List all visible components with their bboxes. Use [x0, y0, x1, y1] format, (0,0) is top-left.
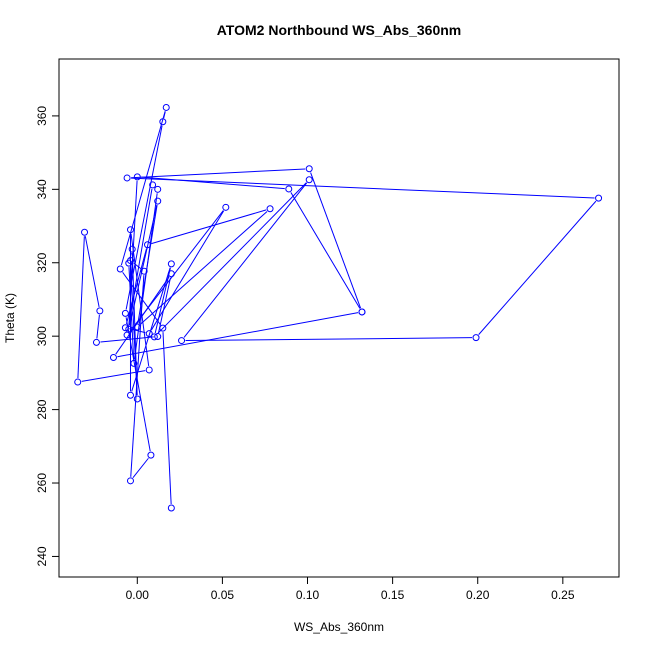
x-tick-label: 0.10: [296, 588, 320, 602]
series-segment: [156, 182, 307, 335]
series-segment: [129, 204, 158, 326]
series-segment: [158, 277, 171, 333]
data-point: [74, 378, 82, 386]
series-segment: [151, 209, 267, 245]
series-segment: [478, 200, 597, 335]
y-tick-label: 240: [35, 546, 49, 566]
series-segment: [117, 312, 359, 358]
data-point: [358, 308, 366, 316]
y-tick-label: 300: [35, 326, 49, 346]
series-segment: [115, 276, 170, 355]
data-point: [109, 353, 117, 361]
series-segment: [132, 457, 149, 478]
chart-title: ATOM2 Northbound WS_Abs_360nm: [217, 22, 462, 38]
data-point: [126, 226, 134, 234]
series-segment: [290, 192, 361, 309]
data-point: [266, 205, 274, 213]
series-segment: [84, 236, 100, 308]
data-point: [92, 338, 100, 346]
data-point: [149, 181, 157, 189]
y-tick-label: 340: [35, 179, 49, 199]
series-segment: [77, 236, 85, 379]
data-point: [150, 333, 158, 341]
data-point: [125, 325, 133, 333]
data-point: [121, 324, 129, 332]
series-segment: [127, 188, 153, 332]
x-tick-label: 0.05: [211, 588, 235, 602]
series-segment: [183, 182, 308, 338]
data-point: [96, 307, 104, 315]
series-segment: [120, 111, 166, 266]
series-segment: [131, 177, 595, 199]
series-segment: [128, 267, 135, 360]
data-point: [305, 165, 313, 173]
data-point: [472, 334, 480, 342]
series-segment: [131, 168, 306, 179]
data-point: [116, 265, 124, 273]
data-point: [167, 270, 175, 278]
plot-frame: [58, 58, 620, 578]
data-point: [159, 324, 167, 332]
data-point: [126, 391, 134, 399]
data-point: [133, 173, 141, 181]
series-segment: [125, 125, 163, 310]
data-point: [133, 395, 141, 403]
x-axis: 0.00 0.05 0.10 0.15 0.20 0.25: [126, 576, 575, 602]
x-tick-label: 0.00: [126, 588, 150, 602]
data-point: [159, 118, 167, 126]
series-segment: [163, 111, 166, 119]
data-point: [145, 366, 153, 374]
series-segment: [130, 233, 150, 367]
x-tick-label: 0.25: [551, 588, 575, 602]
series-segment: [150, 210, 225, 331]
data-point: [162, 103, 170, 111]
data-point: [167, 260, 175, 268]
series-segment: [185, 337, 473, 342]
series-segment: [310, 172, 362, 309]
y-axis: 240 260 280 300 320 340 360: [35, 106, 60, 566]
data-point: [81, 228, 89, 236]
data-point: [145, 330, 153, 338]
series-segment: [81, 370, 146, 382]
series-segment: [162, 332, 172, 505]
data-series: [74, 103, 603, 512]
data-point: [154, 333, 162, 341]
data-point: [178, 337, 186, 345]
data-point: [126, 477, 134, 485]
data-point: [305, 176, 313, 184]
x-tick-label: 0.20: [466, 588, 490, 602]
y-tick-label: 260: [35, 473, 49, 493]
data-point: [595, 194, 603, 202]
data-point: [140, 267, 148, 275]
y-tick-label: 280: [35, 399, 49, 419]
data-point: [123, 174, 131, 182]
data-point: [285, 185, 293, 193]
data-point: [154, 197, 162, 205]
data-point: [154, 185, 162, 193]
x-tick-label: 0.15: [381, 588, 405, 602]
series-segment: [131, 267, 171, 392]
data-point: [147, 451, 155, 459]
data-point: [130, 359, 138, 367]
data-point: [125, 259, 133, 267]
series-segment: [137, 204, 158, 324]
y-axis-label: Theta (K): [3, 293, 17, 343]
data-point: [128, 245, 136, 253]
data-point: [144, 241, 152, 249]
series-segment: [131, 253, 138, 395]
series-segment: [141, 176, 285, 190]
data-point: [222, 203, 230, 211]
data-point: [167, 504, 175, 512]
data-point: [121, 309, 129, 317]
series-segment: [100, 336, 154, 343]
x-axis-label: WS_Abs_360nm: [294, 620, 384, 634]
data-point: [133, 323, 141, 331]
series-segment: [96, 314, 100, 339]
y-tick-label: 360: [35, 106, 49, 126]
y-tick-label: 320: [35, 252, 49, 272]
